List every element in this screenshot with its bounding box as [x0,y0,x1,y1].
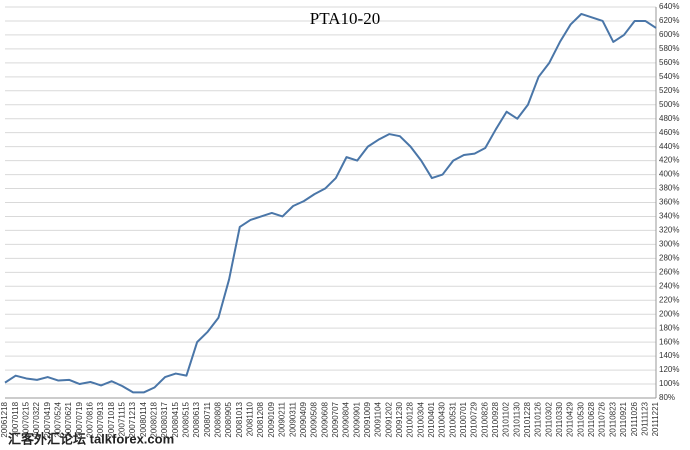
x-tick-label: 20100701 [459,401,468,437]
x-tick-label: 20090109 [267,401,276,437]
y-tick-label: 560% [659,58,679,67]
x-tick-label: 20100928 [491,401,500,437]
y-tick-label: 300% [659,240,679,249]
y-tick-label: 620% [659,16,679,25]
x-tick-label: 20080515 [182,401,191,437]
y-tick-label: 460% [659,128,679,137]
x-tick-label: 20110429 [566,401,575,437]
watermark: 汇客外汇论坛 talkforex.com [8,431,174,446]
x-tick-label: 20110530 [576,401,585,437]
x-tick-label: 20080905 [224,401,233,437]
y-tick-label: 400% [659,170,679,179]
x-tick-label: 20090508 [310,401,319,437]
x-tick-label: 20111123 [640,401,649,435]
x-tick-label: 20090311 [288,401,297,437]
x-tick-label: 20091104 [374,401,383,437]
x-tick-label: 20101130 [512,401,521,437]
y-tick-label: 540% [659,72,679,81]
x-tick-label: 20100304 [416,401,425,437]
x-tick-label: 20090211 [278,401,287,437]
x-tick-label: 20080218 [150,401,159,437]
y-tick-label: 200% [659,309,679,318]
x-tick-label: 20070118 [11,401,20,437]
x-tick-label: 20090901 [352,401,361,437]
x-tick-label: 20070719 [75,401,84,437]
x-tick-label: 20070621 [64,401,73,437]
y-tick-label: 240% [659,281,679,290]
x-tick-label: 20070913 [96,401,105,437]
y-tick-label: 380% [659,184,679,193]
x-tick-label: 20070322 [32,401,41,437]
data-line [4,12,657,394]
x-tick-label: 20091009 [363,401,372,437]
y-tick-label: 580% [659,44,679,53]
x-tick-label: 20081013 [235,401,244,437]
y-tick-label: 160% [659,337,679,346]
x-tick-label: 20080808 [214,401,223,437]
x-tick-label: 20080415 [171,401,180,437]
x-tick-label: 20071018 [107,401,116,437]
y-tick-label: 80% [659,393,675,402]
y-tick-label: 100% [659,379,679,388]
x-tick-label: 20081208 [256,401,265,437]
x-tick-label: 20110921 [619,401,628,437]
x-tick-label: 20070816 [85,401,94,437]
x-tick-label: 20071115 [118,401,127,436]
x-tick-label: 20091230 [395,401,404,437]
x-tick-label: 20110726 [598,401,607,437]
x-tick-label: 20090804 [342,401,351,437]
x-tick-label: 20080711 [203,401,212,437]
y-tick-label: 600% [659,30,679,39]
x-tick-label: 20080317 [160,401,169,437]
y-tick-label: 220% [659,295,679,304]
y-tick-label: 500% [659,100,679,109]
y-tick-label: 520% [659,86,679,95]
x-tick-label: 20100826 [480,401,489,437]
x-tick-label: 20091202 [384,401,393,437]
x-tick-label: 20081110 [246,401,255,436]
x-tick-label: 20090409 [299,401,308,437]
y-tick-label: 640% [659,2,679,11]
x-tick-label: 20090707 [331,401,340,437]
y-tick-label: 440% [659,142,679,151]
y-tick-label: 180% [659,323,679,332]
y-tick-label: 420% [659,156,679,165]
y-tick-label: 320% [659,226,679,235]
x-tick-label: 20110330 [555,401,564,437]
x-tick-label: 20071213 [128,401,137,437]
y-tick-label: 260% [659,267,679,276]
y-tick-label: 480% [659,114,679,123]
x-tick-label: 20080114 [139,401,148,437]
x-tick-label: 20111026 [630,401,639,436]
x-tick-label: 20080613 [192,401,201,437]
x-tick-label: 20110823 [608,401,617,437]
x-tick-label: 20090608 [320,401,329,437]
y-tick-label: 360% [659,198,679,207]
x-tick-label: 20100128 [406,401,415,437]
x-tick-label: 20111221 [651,401,660,436]
y-tick-label: 340% [659,212,679,221]
x-tick-label: 20070524 [53,401,62,437]
x-tick-label: 20070419 [43,401,52,437]
x-tick-label: 20100401 [427,401,436,437]
x-tick-label: 20070215 [21,401,30,437]
x-tick-label: 20100531 [448,401,457,437]
y-tick-label: 120% [659,365,679,374]
y-tick-label: 280% [659,253,679,262]
x-tick-label: 20061218 [0,401,9,437]
x-tick-label: 20110126 [534,401,543,437]
chart-title: PTA10-20 [310,9,380,28]
x-tick-label: 20101102 [502,401,511,437]
x-tick-label: 20110628 [587,401,596,437]
y-tick-label: 140% [659,351,679,360]
x-tick-label: 20101228 [523,401,532,437]
x-tick-label: 20100430 [438,401,447,437]
x-tick-label: 20110302 [544,401,553,437]
x-tick-label: 20100729 [470,401,479,437]
